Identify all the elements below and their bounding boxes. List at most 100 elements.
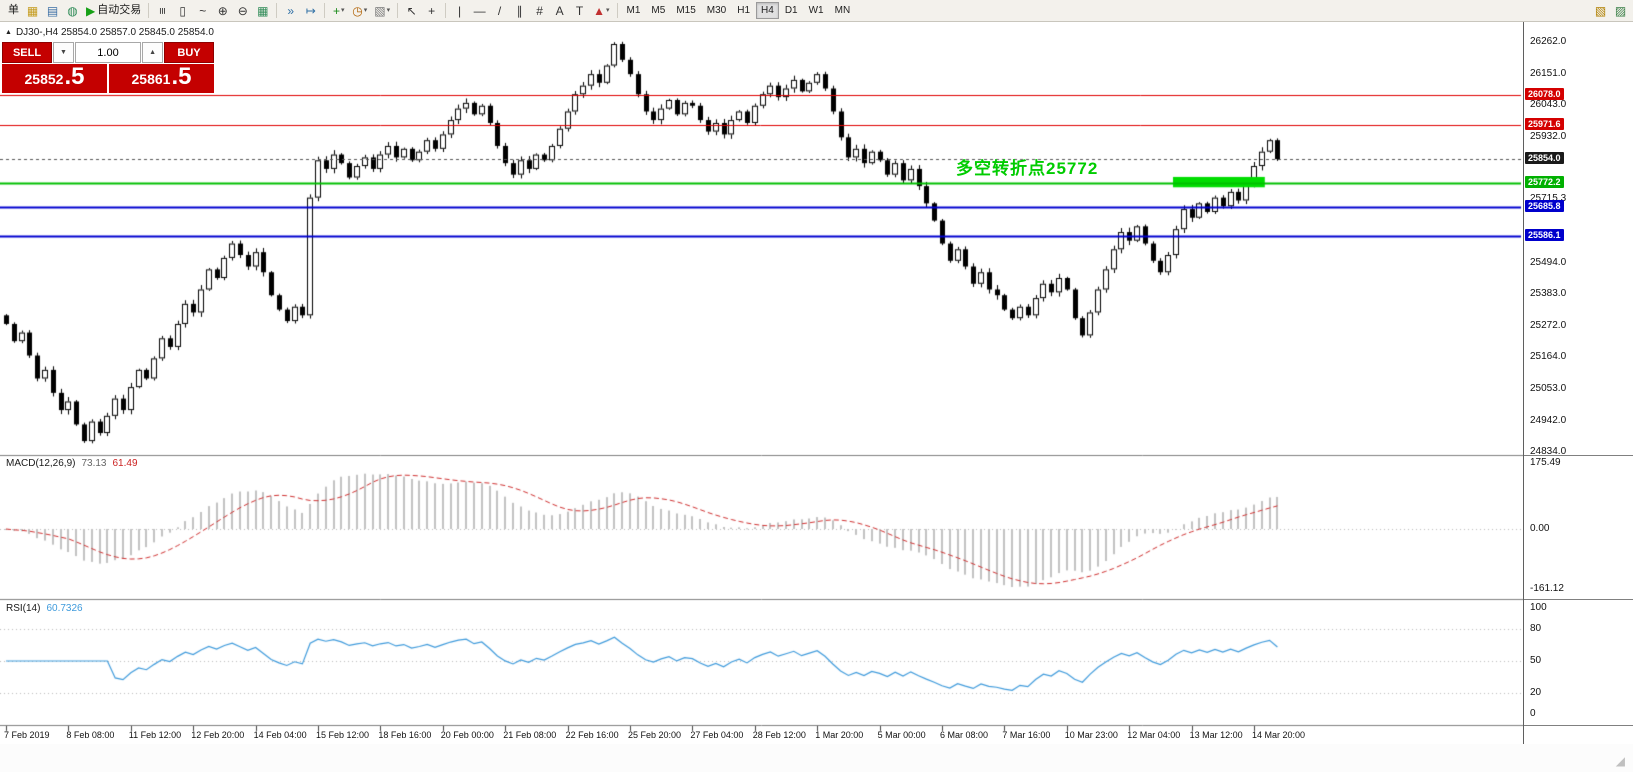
sell-price-pips: .5	[64, 63, 85, 90]
timeframe-mn-button[interactable]: MN	[830, 2, 856, 19]
price-axis-label: 26262.0	[1530, 36, 1567, 47]
time-axis-label: 22 Feb 16:00	[565, 730, 619, 740]
dropdown-arrow-icon: ▾	[363, 7, 368, 14]
tile-windows-button[interactable]: ▦	[253, 2, 272, 20]
time-axis-label: 18 Feb 16:00	[378, 730, 432, 740]
volume-input[interactable]	[74, 42, 142, 63]
timeframe-m15-button[interactable]: M15	[671, 2, 700, 19]
buy-price-display[interactable]: 25861 .5	[109, 64, 214, 93]
templates-icon: ▧	[374, 3, 386, 18]
price-level-badge[interactable]: 25772.2	[1525, 175, 1564, 188]
arrows-button[interactable]: ▲ ▾	[590, 2, 612, 20]
text-label-button[interactable]: T	[570, 2, 589, 20]
zoom-out-button[interactable]: ⊖	[233, 2, 252, 20]
price-level-badge[interactable]: 26078.0	[1525, 87, 1564, 100]
time-axis-label: 12 Feb 20:00	[191, 730, 245, 740]
time-axis-label: 1 Mar 20:00	[815, 730, 864, 740]
profiles-button[interactable]: ▤	[43, 2, 62, 20]
equidistant-channel-button[interactable]: ∥	[510, 2, 529, 20]
volume-decrease-button[interactable]: ▼	[53, 42, 74, 63]
timeframe-m30-button[interactable]: M30	[702, 2, 731, 19]
chart-shift-button[interactable]: ↦	[301, 2, 320, 20]
resize-grip-icon[interactable]: ◢	[1615, 754, 1625, 768]
tile-windows-icon: ▦	[257, 3, 269, 18]
text-button[interactable]: A	[550, 2, 569, 20]
candlestick-mode-button[interactable]: ▯	[173, 2, 192, 20]
new-order-label: 单	[8, 4, 19, 16]
time-axis[interactable]: 7 Feb 2019 8 Feb 08:00 11 Feb 12:00 12 Feb …	[0, 726, 1523, 744]
strategy-tester-button[interactable]: ◍	[63, 2, 82, 20]
rsi-axis-label: 20	[1530, 686, 1542, 698]
rsi-value: 60.7326	[46, 603, 83, 614]
time-axis-label: 5 Mar 00:00	[877, 730, 926, 740]
trendline-button[interactable]: /	[490, 2, 509, 20]
sell-price-display[interactable]: 25852 .5	[2, 64, 107, 93]
rsi-name: RSI(14)	[6, 603, 41, 614]
price-axis-label: 25383.0	[1530, 288, 1567, 300]
line-chart-mode-icon: ~	[199, 3, 207, 18]
price-level-badge[interactable]: 25854.0	[1525, 152, 1564, 165]
timeframe-m1-button[interactable]: M1	[622, 2, 646, 19]
arrows-icon: ▲	[593, 3, 605, 18]
time-axis-label: 28 Feb 12:00	[752, 730, 806, 740]
indicators-button[interactable]: + ▾	[329, 2, 348, 20]
timeframe-h4-button[interactable]: H4	[756, 2, 779, 19]
chart-ohlc-readout: DJ30-,H4 25854.0 25857.0 25845.0 25854.0	[15, 27, 214, 38]
price-level-badge[interactable]: 25971.6	[1525, 118, 1564, 131]
fibonacci-icon: #	[536, 3, 543, 18]
price-level-badge[interactable]: 25685.8	[1525, 200, 1564, 213]
macd-signal-value: 61.49	[112, 458, 138, 469]
horizontal-line-button[interactable]: —	[470, 2, 489, 20]
line-chart-mode-button[interactable]: ~	[193, 2, 212, 20]
dropdown-arrow-icon: ▾	[605, 7, 610, 14]
toolbar-separator	[445, 3, 447, 18]
fibonacci-button[interactable]: #	[530, 2, 549, 20]
price-axis-label: 25932.0	[1530, 130, 1567, 142]
price-axis-label: 26151.0	[1530, 67, 1567, 79]
cursor-button[interactable]: ↖	[402, 2, 421, 20]
buy-button[interactable]: BUY	[164, 42, 214, 63]
timeframe-m5-button[interactable]: M5	[646, 2, 670, 19]
price-axis-label: 25053.0	[1530, 383, 1567, 395]
periods-button[interactable]: ◷ ▾	[349, 2, 370, 20]
time-axis-label: 7 Feb 2019	[4, 730, 50, 740]
toolbar: 单 ▦ ▤ ◍ ▶ 自动交易 ≡ ▯ ~ ⊕ ⊖ ▦» ↦ + ▾ ◷ ▾ ▧ ▾ ↖ + | — / ∥ # A T ▲ ▾ M1 M5 M1…	[0, 0, 1633, 22]
new-chart-button[interactable]: ▧	[1591, 2, 1610, 20]
time-axis-label: 27 Feb 04:00	[690, 730, 744, 740]
time-axis-label: 25 Feb 20:00	[628, 730, 682, 740]
chart-shift-icon: ↦	[305, 3, 316, 18]
collapse-one-click-icon[interactable]: ▲	[5, 29, 12, 36]
charts-window-icon: ▦	[26, 3, 39, 18]
strategy-tester-icon: ◍	[67, 3, 78, 18]
price-axis-label: 24942.0	[1530, 414, 1567, 426]
new-order-button[interactable]: 单	[3, 2, 22, 20]
timeframe-w1-button[interactable]: W1	[804, 2, 829, 19]
charts-window-button[interactable]: ▦	[23, 2, 42, 20]
bar-chart-mode-button[interactable]: ≡	[153, 2, 172, 20]
auto-scroll-button[interactable]: »	[281, 2, 300, 20]
chart-canvas[interactable]	[0, 22, 1523, 744]
vertical-line-button[interactable]: |	[450, 2, 469, 20]
dropdown-arrow-icon: ▾	[340, 7, 345, 14]
zoom-in-icon: ⊕	[217, 3, 228, 18]
auto-trading-button[interactable]: ▶ 自动交易	[83, 2, 144, 20]
crosshair-button[interactable]: +	[422, 2, 441, 20]
timeframe-d1-button[interactable]: D1	[780, 2, 803, 19]
volume-increase-button[interactable]: ▲	[142, 42, 163, 63]
chart-window: ▲ DJ30-,H4 25854.0 25857.0 25845.0 25854…	[0, 22, 1633, 744]
sell-button[interactable]: SELL	[2, 42, 52, 63]
templates-button[interactable]: ▧ ▾	[371, 2, 393, 20]
price-axis[interactable]: 26262.0 26151.0 26043.0 25932.0 25715.3 25494…	[1523, 22, 1633, 744]
spin-down-icon: ▼	[60, 49, 67, 56]
periods-icon: ◷	[352, 3, 363, 18]
price-level-badge[interactable]: 25586.1	[1525, 229, 1564, 242]
timeframe-h1-button[interactable]: H1	[732, 2, 755, 19]
time-axis-label: 21 Feb 08:00	[503, 730, 557, 740]
toolbar-separator	[324, 3, 326, 18]
zoom-in-button[interactable]: ⊕	[213, 2, 232, 20]
auto-scroll-icon: »	[287, 3, 295, 18]
price-axis-label: 25272.0	[1530, 320, 1567, 332]
window-list-button[interactable]: ▨	[1611, 2, 1630, 20]
price-axis-label: 24834.0	[1530, 446, 1567, 457]
rsi-axis-label: 0	[1530, 708, 1536, 719]
